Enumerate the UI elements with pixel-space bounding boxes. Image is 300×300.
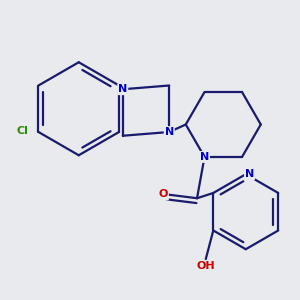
Text: N: N bbox=[245, 169, 254, 179]
Text: N: N bbox=[118, 84, 128, 94]
Text: N: N bbox=[200, 152, 209, 162]
Text: N: N bbox=[165, 127, 174, 137]
Text: OH: OH bbox=[196, 262, 215, 272]
Text: O: O bbox=[159, 190, 168, 200]
Text: Cl: Cl bbox=[16, 125, 28, 136]
